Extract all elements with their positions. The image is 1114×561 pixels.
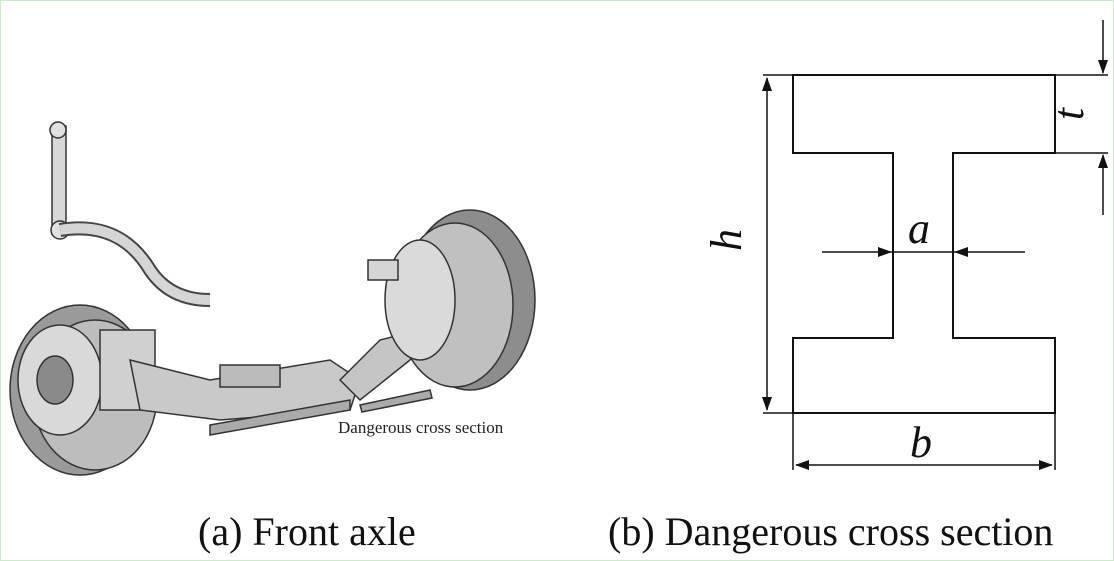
front-axle-illustration [9, 121, 536, 476]
b-label: b [910, 418, 932, 467]
dangerous-section-label: Dangerous cross section [338, 418, 504, 437]
a-label: a [908, 204, 930, 253]
t-label: t [1044, 107, 1094, 121]
caption-cross-section: (b) Dangerous cross section [608, 509, 1054, 554]
h-label: h [702, 229, 751, 251]
caption-front-axle: (a) Front axle [198, 509, 416, 554]
